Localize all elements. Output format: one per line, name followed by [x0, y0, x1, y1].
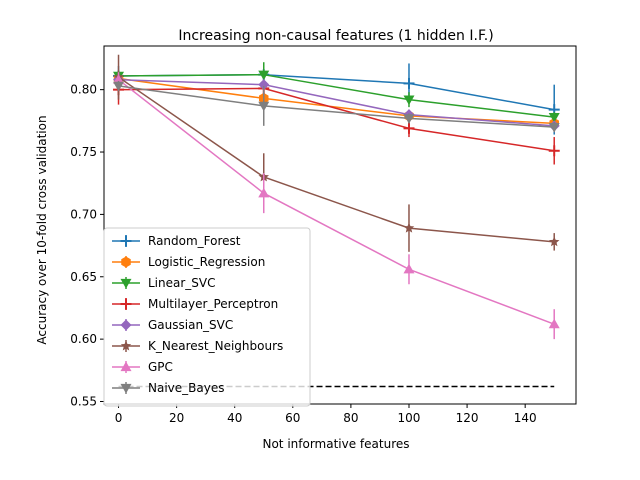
x-axis: 0 20 40 60 80 100 120 140 [115, 404, 537, 425]
x-tick-label: 100 [398, 411, 421, 425]
legend-item: Naive_Bayes [112, 381, 224, 395]
data-point [403, 95, 415, 106]
legend-marker [120, 298, 132, 310]
legend-marker [120, 235, 132, 247]
legend-marker [120, 278, 132, 289]
legend-label: GPC [148, 360, 173, 374]
legend-item: Gaussian_SVC [112, 318, 233, 332]
legend-item: Random_Forest [112, 234, 241, 248]
data-point [403, 263, 415, 274]
y-axis-label: Accuracy over 10-fold cross validation [35, 115, 49, 344]
legend-label: K_Nearest_Neighbours [148, 339, 283, 353]
series-line [118, 76, 555, 243]
series-line [118, 85, 555, 128]
data-point [548, 145, 560, 157]
series-line [118, 78, 555, 127]
legend-label: Naive_Bayes [148, 381, 224, 395]
x-tick-label: 140 [514, 411, 537, 425]
y-tick-label: 0.65 [70, 270, 97, 284]
data-point [548, 318, 560, 329]
y-tick-label: 0.60 [70, 332, 97, 346]
legend-marker [120, 383, 132, 394]
y-tick-label: 0.80 [70, 83, 97, 97]
legend-label: Logistic_Regression [148, 255, 265, 269]
legend-item: Multilayer_Perceptron [112, 297, 278, 311]
y-tick-label: 0.70 [70, 207, 97, 221]
x-tick-label: 80 [343, 411, 358, 425]
x-tick-label: 120 [456, 411, 479, 425]
data-point [258, 187, 270, 198]
series-line [118, 73, 555, 118]
x-tick-label: 20 [169, 411, 184, 425]
y-axis: 0.55 0.60 0.65 0.70 0.75 0.80 [70, 83, 104, 409]
legend-marker [120, 361, 132, 372]
y-tick-label: 0.55 [70, 395, 97, 409]
legend-box [103, 227, 311, 407]
data-point [258, 70, 270, 81]
x-tick-label: 0 [115, 411, 123, 425]
data-point [403, 222, 415, 233]
legend-marker [120, 340, 132, 351]
series-line [118, 87, 555, 152]
legend-label: Gaussian_SVC [148, 318, 233, 332]
data-point [548, 236, 560, 247]
x-tick-label: 40 [227, 411, 242, 425]
data-point [113, 74, 125, 84]
x-axis-label: Not informative features [262, 437, 409, 451]
legend: Random_Forest Logistic_Regression Linear_S… [103, 227, 311, 407]
y-tick-label: 0.75 [70, 145, 97, 159]
data-point [548, 112, 560, 123]
legend-item: K_Nearest_Neighbours [112, 339, 283, 353]
data-point [548, 122, 560, 133]
plot-area [103, 45, 577, 405]
legend-item: Linear_SVC [112, 276, 216, 290]
legend-item: Logistic_Regression [112, 255, 265, 269]
series-gpc [113, 72, 560, 340]
series-naive-bayes [113, 80, 560, 133]
x-tick-label: 60 [285, 411, 300, 425]
data-point [403, 114, 415, 124]
data-point [258, 101, 270, 112]
legend-marker [121, 256, 131, 268]
data-point [403, 122, 415, 134]
legend-label: Random_Forest [148, 234, 241, 248]
data-point [258, 79, 270, 91]
legend-label: Multilayer_Perceptron [148, 297, 278, 311]
plot-frame [103, 45, 577, 405]
legend-item: GPC [112, 360, 173, 374]
series-line [118, 79, 555, 325]
chart-title: Increasing non-causal features (1 hidden… [178, 28, 493, 44]
legend-marker [120, 319, 132, 331]
legend-label: Linear_SVC [148, 276, 216, 290]
data-point [113, 81, 125, 92]
data-point [403, 77, 415, 89]
